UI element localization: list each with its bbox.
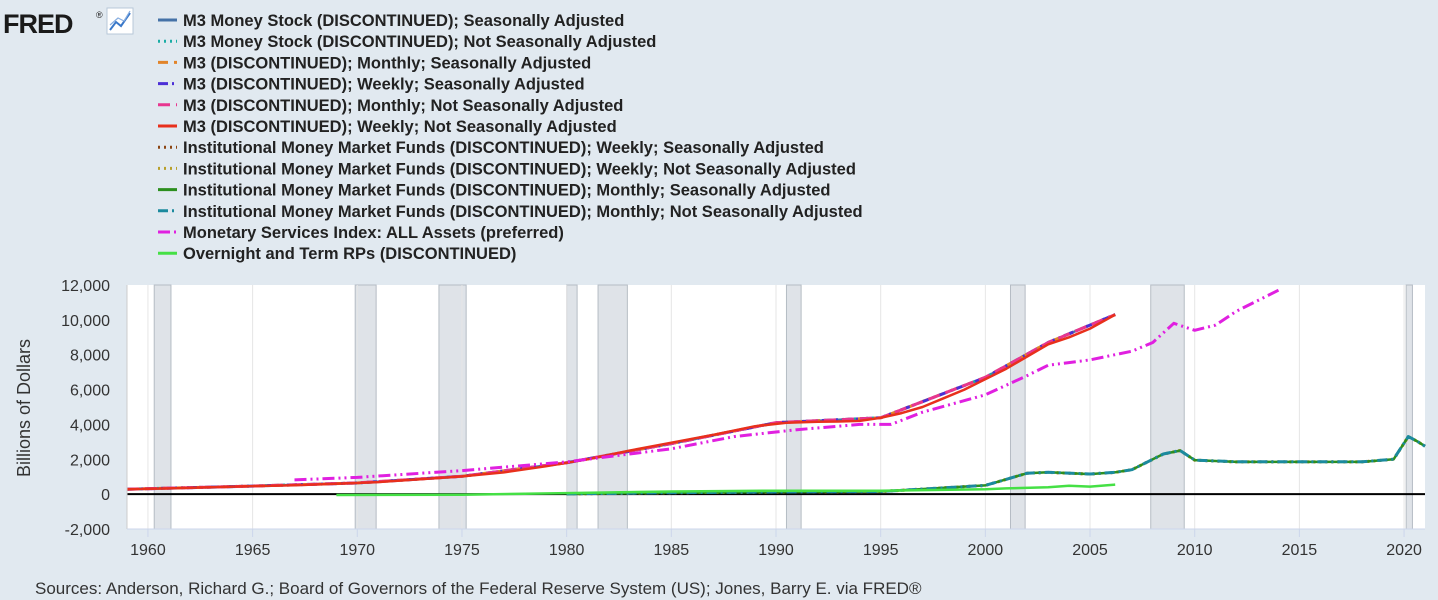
- y-tick-label: 6,000: [70, 383, 110, 400]
- x-tick-label: 1975: [444, 542, 480, 559]
- legend-label: Institutional Money Market Funds (DISCON…: [183, 160, 856, 178]
- y-tick-label: 2,000: [70, 452, 110, 469]
- legend-label: Institutional Money Market Funds (DISCON…: [183, 182, 831, 200]
- x-tick-label: 2020: [1386, 542, 1422, 559]
- legend-label: M3 (DISCONTINUED); Weekly; Seasonally Ad…: [183, 76, 585, 94]
- line-chart-icon: [106, 7, 134, 35]
- x-tick-label: 1970: [339, 542, 375, 559]
- legend-item-1[interactable]: M3 Money Stock (DISCONTINUED); Seasonall…: [158, 12, 624, 30]
- x-tick-label: 1990: [758, 542, 794, 559]
- legend-item-11[interactable]: Monetary Services Index: ALL Assets (pre…: [158, 224, 564, 242]
- logo-registered-mark: ®: [96, 10, 103, 20]
- legend-label: M3 Money Stock (DISCONTINUED); Seasonall…: [183, 12, 624, 30]
- y-tick-label: 12,000: [61, 278, 110, 295]
- y-tick-label: 10,000: [61, 313, 110, 330]
- x-tick-label: 1995: [863, 542, 899, 559]
- legend-label: Institutional Money Market Funds (DISCON…: [183, 203, 863, 221]
- legend-item-9[interactable]: Institutional Money Market Funds (DISCON…: [158, 182, 831, 200]
- legend-label: M3 (DISCONTINUED); Weekly; Not Seasonall…: [183, 118, 617, 136]
- series-line-12[interactable]: [336, 483, 1116, 497]
- series-layer: [126, 288, 1426, 497]
- legend-label: Institutional Money Market Funds (DISCON…: [183, 139, 824, 157]
- legend-item-5[interactable]: M3 (DISCONTINUED); Monthly; Not Seasonal…: [158, 97, 623, 115]
- legend-item-2[interactable]: M3 Money Stock (DISCONTINUED); Not Seaso…: [158, 33, 656, 51]
- recession-band: [1405, 284, 1413, 530]
- x-tick-label: 2010: [1177, 542, 1213, 559]
- series-line-6[interactable]: [126, 313, 1116, 491]
- x-tick-label: 1960: [130, 542, 166, 559]
- x-tick-label: 1985: [654, 542, 690, 559]
- legend-item-8[interactable]: Institutional Money Market Funds (DISCON…: [158, 160, 856, 178]
- legend-label: M3 (DISCONTINUED); Monthly; Seasonally A…: [183, 54, 591, 72]
- legend-item-4[interactable]: M3 (DISCONTINUED); Weekly; Seasonally Ad…: [158, 76, 585, 94]
- x-tick-label: 1980: [549, 542, 585, 559]
- x-tick-label: 2000: [968, 542, 1004, 559]
- legend-label: M3 Money Stock (DISCONTINUED); Not Seaso…: [183, 33, 656, 51]
- recession-shading: [153, 284, 1413, 530]
- legend-label: Monetary Services Index: ALL Assets (pre…: [183, 224, 564, 242]
- x-tick-label: 2005: [1072, 542, 1108, 559]
- x-axis: 1960 1965 1970 1975 1980 1985 1990 1995 2000 2005…: [127, 528, 1425, 559]
- y-tick-label: 0: [101, 487, 110, 504]
- legend: M3 Money Stock (DISCONTINUED); Seasonall…: [158, 12, 863, 263]
- legend-item-6[interactable]: M3 (DISCONTINUED); Weekly; Not Seasonall…: [158, 118, 617, 136]
- x-tick-label: 2015: [1282, 542, 1318, 559]
- recession-band: [597, 284, 628, 530]
- legend-label: M3 (DISCONTINUED); Monthly; Not Seasonal…: [183, 97, 623, 115]
- recession-band: [354, 284, 377, 530]
- legend-item-10[interactable]: Institutional Money Market Funds (DISCON…: [158, 203, 863, 221]
- legend-item-12[interactable]: Overnight and Term RPs (DISCONTINUED): [158, 245, 516, 263]
- y-axis-label: Billions of Dollars: [14, 339, 34, 477]
- recession-band: [153, 284, 172, 530]
- legend-item-3[interactable]: M3 (DISCONTINUED); Monthly; Seasonally A…: [158, 54, 591, 72]
- fred-logo[interactable]: FRED ®: [3, 7, 134, 39]
- y-tick-label: 8,000: [70, 348, 110, 365]
- logo-text: FRED: [3, 9, 73, 39]
- recession-band: [1009, 284, 1026, 530]
- recession-band: [1150, 284, 1185, 530]
- x-tick-label: 1965: [235, 542, 271, 559]
- y-tick-label: 4,000: [70, 417, 110, 434]
- source-note: Sources: Anderson, Richard G.; Board of …: [35, 579, 922, 598]
- legend-item-7[interactable]: Institutional Money Market Funds (DISCON…: [158, 139, 824, 157]
- legend-label: Overnight and Term RPs (DISCONTINUED): [183, 245, 516, 263]
- series-line-11[interactable]: [294, 288, 1280, 482]
- series-line-10[interactable]: [566, 435, 1426, 496]
- y-tick-label: -2,000: [65, 522, 110, 539]
- y-axis: -2,000 0 2,000 4,000 6,000 8,000 10,000 12,000: [61, 278, 128, 539]
